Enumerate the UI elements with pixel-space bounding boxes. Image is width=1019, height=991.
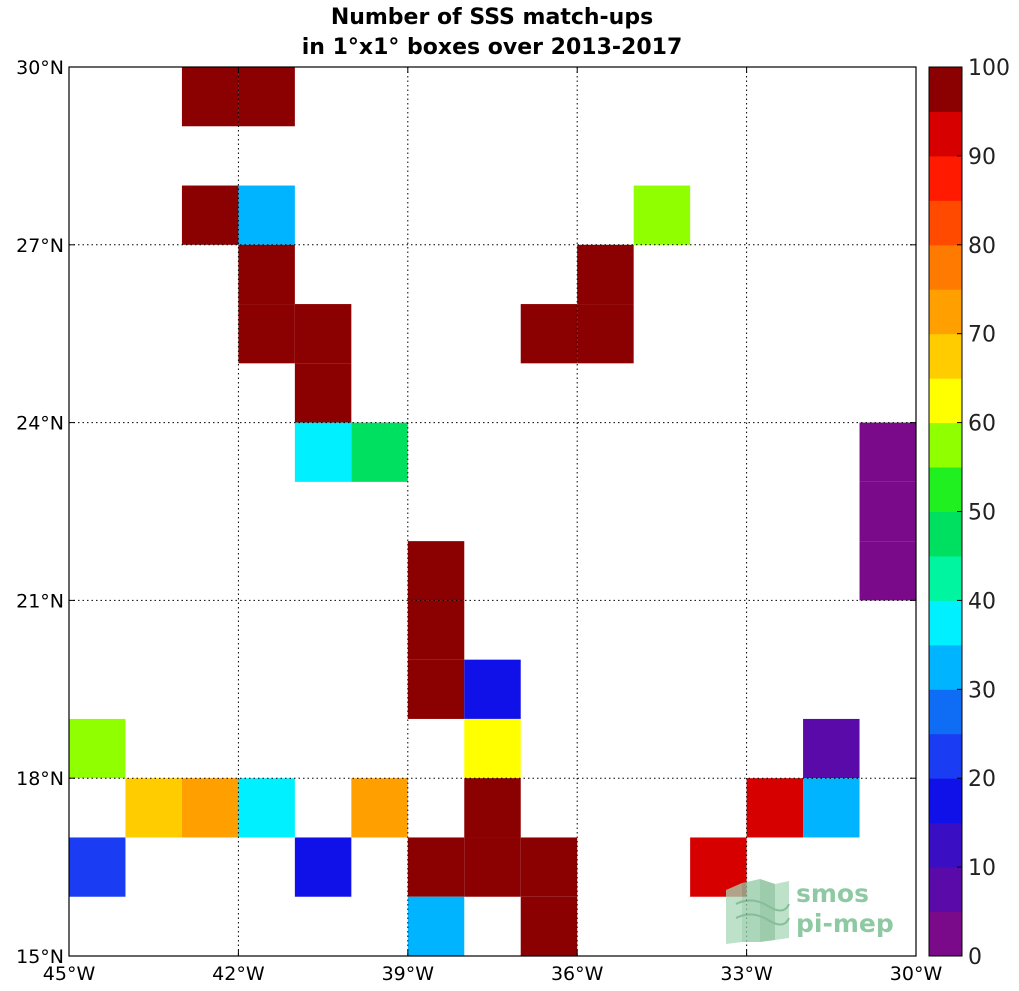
x-tick-label: 30°W — [890, 963, 943, 985]
chart-title-line-1: Number of SSS match-ups — [331, 5, 653, 30]
heatmap-cell — [294, 304, 352, 364]
logo-text-smos: smos — [796, 879, 869, 908]
colorbar-segment — [929, 111, 962, 157]
colorbar-segment — [929, 689, 962, 735]
heatmap-cell — [407, 896, 465, 956]
x-tick-label: 33°W — [720, 963, 773, 985]
y-tick-label: 18°N — [16, 768, 64, 790]
heatmap-cell — [464, 837, 521, 897]
y-tick-label: 21°N — [16, 590, 64, 612]
colorbar-segment — [929, 155, 962, 201]
heatmap-cell — [803, 778, 860, 838]
heatmap-cell — [238, 304, 295, 364]
colorbar-tick-label: 70 — [968, 323, 996, 348]
colorbar-tick-label: 0 — [968, 945, 982, 970]
colorbar-segment — [929, 289, 962, 335]
heatmap-cell — [294, 837, 352, 897]
x-tick-label: 36°W — [551, 963, 604, 985]
colorbar-segment — [929, 244, 962, 290]
colorbar-segment — [929, 600, 962, 646]
heatmap-cell — [859, 422, 916, 482]
colorbar-segment — [929, 822, 962, 868]
chart-title-line-2: in 1°x1° boxes over 2013-2017 — [302, 35, 683, 60]
heatmap-cell — [520, 304, 578, 364]
heatmap-cell — [577, 304, 634, 364]
heatmap-cell — [238, 185, 295, 245]
heatmap-cell — [464, 778, 521, 838]
colorbar-segment — [929, 200, 962, 246]
colorbar: 0 10 20 30 40 50 60 70 80 90 100 — [928, 56, 1010, 970]
smos-pimep-logo: smos pi-mep — [726, 879, 894, 944]
x-tick-label: 39°W — [382, 963, 435, 985]
heatmap-cell — [859, 481, 916, 542]
heatmap-cell — [464, 718, 521, 779]
x-axis-ticks: 45°W 42°W 39°W 36°W 33°W 30°W — [43, 67, 943, 985]
colorbar-tick-label: 20 — [968, 767, 996, 792]
colorbar-tick-label: 30 — [968, 678, 996, 703]
heatmap-cell — [351, 422, 408, 482]
heatmap-cells — [69, 67, 916, 956]
heatmap-cell — [294, 422, 352, 482]
colorbar-tick-label: 10 — [968, 856, 996, 881]
x-tick-label: 42°W — [212, 963, 265, 985]
colorbar-tick-label: 80 — [968, 234, 996, 259]
colorbar-segment — [929, 467, 962, 512]
colorbar-tick-label: 60 — [968, 412, 996, 437]
heatmap-cell — [294, 363, 352, 423]
colorbar-segment — [929, 67, 962, 112]
heatmap-cell — [181, 185, 239, 245]
chart-title: Number of SSS match-ups in 1°x1° boxes o… — [302, 5, 683, 60]
colorbar-segment — [929, 511, 962, 557]
colorbar-tick-label: 90 — [968, 145, 996, 170]
grid-lines — [69, 67, 916, 956]
heatmap-cell — [520, 896, 578, 956]
colorbar-tick-label: 40 — [968, 589, 996, 614]
heatmap-cell — [69, 837, 126, 897]
heatmap-cell — [181, 67, 239, 127]
heatmap-cell — [803, 718, 860, 779]
x-tick-label: 45°W — [43, 963, 96, 985]
heatmap-cell — [69, 718, 126, 779]
heatmap-cell — [859, 541, 916, 601]
colorbar-segment — [929, 867, 962, 913]
logo-emblem-icon — [726, 879, 790, 944]
heatmap-cell — [407, 541, 465, 601]
heatmap-cell — [238, 67, 295, 127]
colorbar-segment — [929, 333, 962, 379]
heatmap-cell — [577, 244, 634, 305]
heatmap-cell — [407, 837, 465, 897]
colorbar-segment — [929, 733, 962, 779]
colorbar-segment — [929, 378, 962, 424]
heatmap-cell — [351, 778, 408, 838]
colorbar-tick-label: 50 — [968, 501, 996, 526]
heatmap-cell — [407, 600, 465, 660]
heatmap-cell — [464, 659, 521, 719]
colorbar-segment — [929, 555, 962, 601]
heatmap-cell — [238, 244, 295, 305]
colorbar-tick-label: 100 — [968, 56, 1010, 81]
y-tick-label: 24°N — [16, 413, 64, 435]
heatmap-cell — [520, 837, 578, 897]
colorbar-segment — [929, 422, 962, 468]
y-tick-label: 15°N — [16, 946, 64, 968]
heatmap-cell — [633, 185, 691, 245]
colorbar-segment — [929, 778, 962, 824]
heatmap-cell — [407, 659, 465, 719]
heatmap-cell — [238, 778, 295, 838]
heatmap-cell — [181, 778, 239, 838]
plot-frame — [68, 66, 917, 957]
y-tick-label: 27°N — [16, 235, 64, 257]
logo-text-pimep: pi-mep — [796, 909, 894, 938]
colorbar-segment — [929, 911, 962, 957]
heatmap-cell — [125, 778, 182, 838]
heatmap-cell — [746, 778, 804, 838]
colorbar-segment — [929, 644, 962, 690]
y-tick-label: 30°N — [16, 57, 64, 79]
y-axis-ticks: 30°N 27°N 24°N 21°N 18°N 15°N — [16, 57, 916, 968]
